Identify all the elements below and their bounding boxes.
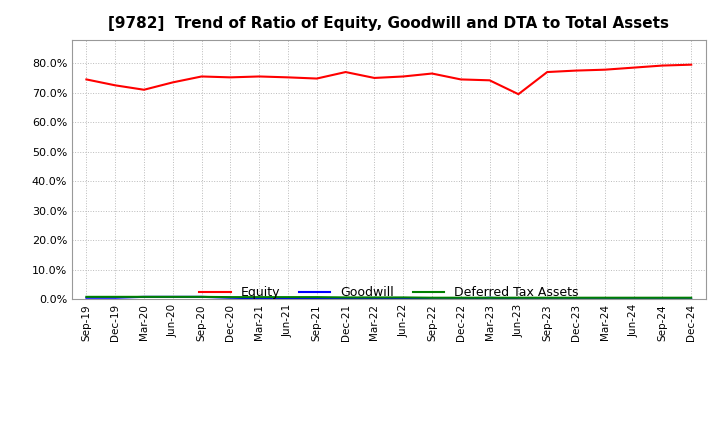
Goodwill: [168, 294, 177, 300]
Goodwill: [284, 296, 292, 301]
Deferred Tax Assets: [197, 294, 206, 300]
Deferred Tax Assets: [255, 294, 264, 300]
Deferred Tax Assets: [140, 294, 148, 300]
Goodwill: [456, 297, 465, 302]
Goodwill: [370, 296, 379, 301]
Goodwill: [226, 295, 235, 301]
Title: [9782]  Trend of Ratio of Equity, Goodwill and DTA to Total Assets: [9782] Trend of Ratio of Equity, Goodwil…: [108, 16, 670, 32]
Goodwill: [140, 294, 148, 300]
Deferred Tax Assets: [572, 295, 580, 301]
Deferred Tax Assets: [658, 295, 667, 301]
Deferred Tax Assets: [111, 294, 120, 300]
Deferred Tax Assets: [312, 294, 321, 300]
Equity: [485, 78, 494, 83]
Equity: [168, 80, 177, 85]
Deferred Tax Assets: [543, 295, 552, 301]
Deferred Tax Assets: [600, 295, 609, 301]
Deferred Tax Assets: [341, 295, 350, 300]
Goodwill: [514, 297, 523, 302]
Goodwill: [687, 297, 696, 302]
Equity: [370, 75, 379, 81]
Goodwill: [341, 296, 350, 301]
Equity: [226, 75, 235, 80]
Equity: [284, 75, 292, 80]
Deferred Tax Assets: [399, 295, 408, 300]
Deferred Tax Assets: [370, 295, 379, 300]
Legend: Equity, Goodwill, Deferred Tax Assets: Equity, Goodwill, Deferred Tax Assets: [194, 282, 583, 304]
Deferred Tax Assets: [82, 294, 91, 300]
Equity: [629, 65, 638, 70]
Equity: [456, 77, 465, 82]
Equity: [82, 77, 91, 82]
Equity: [658, 63, 667, 68]
Deferred Tax Assets: [456, 295, 465, 301]
Goodwill: [111, 295, 120, 301]
Equity: [140, 87, 148, 92]
Equity: [111, 83, 120, 88]
Equity: [572, 68, 580, 73]
Equity: [399, 74, 408, 79]
Goodwill: [600, 297, 609, 302]
Equity: [312, 76, 321, 81]
Goodwill: [572, 297, 580, 302]
Equity: [428, 71, 436, 76]
Deferred Tax Assets: [687, 295, 696, 301]
Equity: [543, 70, 552, 75]
Deferred Tax Assets: [629, 295, 638, 301]
Equity: [255, 74, 264, 79]
Goodwill: [82, 295, 91, 301]
Equity: [341, 70, 350, 75]
Line: Equity: Equity: [86, 65, 691, 94]
Goodwill: [399, 296, 408, 301]
Deferred Tax Assets: [485, 295, 494, 301]
Goodwill: [629, 297, 638, 302]
Equity: [514, 92, 523, 97]
Goodwill: [428, 297, 436, 302]
Deferred Tax Assets: [514, 295, 523, 301]
Line: Deferred Tax Assets: Deferred Tax Assets: [86, 297, 691, 298]
Goodwill: [255, 296, 264, 301]
Deferred Tax Assets: [428, 295, 436, 301]
Deferred Tax Assets: [226, 294, 235, 300]
Deferred Tax Assets: [168, 294, 177, 300]
Equity: [197, 74, 206, 79]
Goodwill: [312, 296, 321, 301]
Equity: [687, 62, 696, 67]
Goodwill: [543, 297, 552, 302]
Goodwill: [197, 294, 206, 300]
Deferred Tax Assets: [284, 294, 292, 300]
Equity: [600, 67, 609, 72]
Line: Goodwill: Goodwill: [86, 297, 691, 299]
Goodwill: [658, 297, 667, 302]
Goodwill: [485, 295, 494, 301]
